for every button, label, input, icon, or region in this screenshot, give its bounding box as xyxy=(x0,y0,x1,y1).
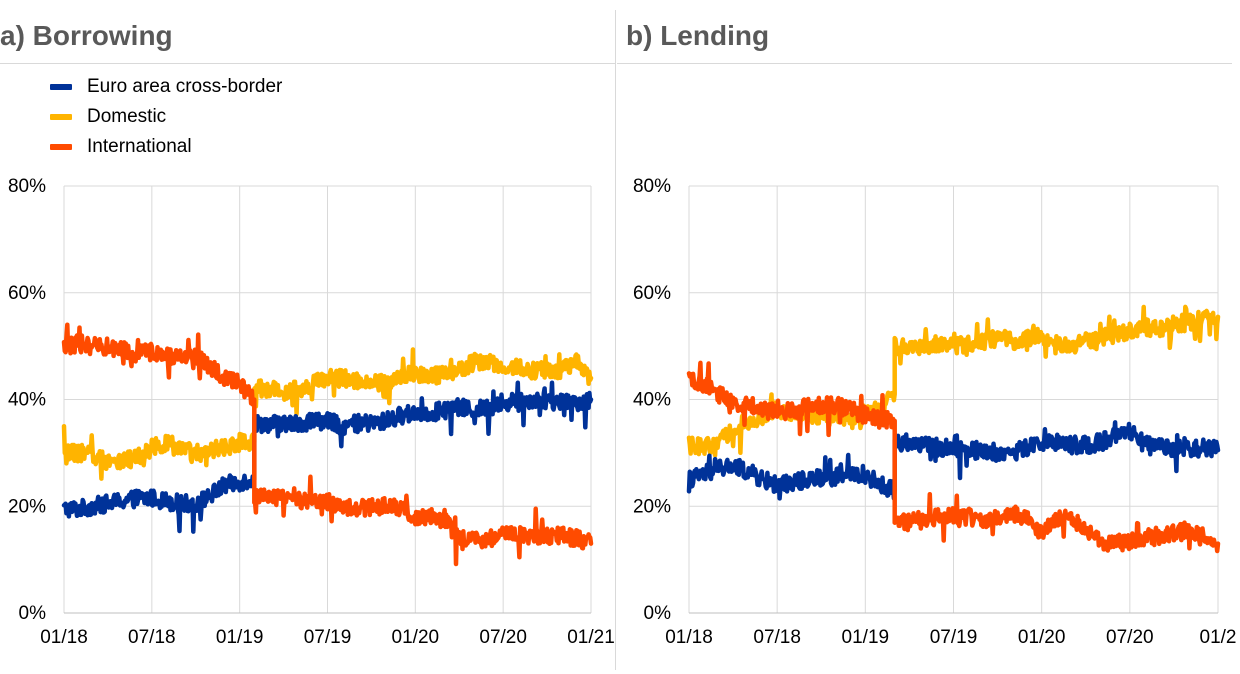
x-tick-label: 01/20 xyxy=(1018,627,1066,648)
x-tick-label: 07/18 xyxy=(128,627,176,648)
series-line-domestic xyxy=(61,347,594,481)
x-tick-label: 07/19 xyxy=(930,627,978,648)
legend-swatch-euro-area-cross-border xyxy=(50,84,72,90)
y-tick-label: 60% xyxy=(8,283,46,304)
x-tick-label: 01/19 xyxy=(216,627,264,648)
y-tick-label: 20% xyxy=(8,496,46,517)
y-tick-label: 40% xyxy=(8,390,46,411)
panel-title-lending: b) Lending xyxy=(626,20,770,51)
legend-item-domestic: Domestic xyxy=(50,102,282,132)
panel-divider xyxy=(615,10,616,670)
legend-swatch-international xyxy=(50,144,72,150)
title-rule-lending xyxy=(617,63,1232,64)
y-tick-label: 40% xyxy=(633,390,671,411)
series-line-euro-area-cross-border xyxy=(61,380,594,534)
legend-label-euro-area-cross-border: Euro area cross-border xyxy=(87,76,283,97)
title-rule-borrowing xyxy=(0,63,615,64)
x-tick-label: 01/18 xyxy=(665,627,713,648)
panel-title-borrowing: a) Borrowing xyxy=(0,20,173,51)
x-tick-label: 07/20 xyxy=(479,627,527,648)
series-line-international xyxy=(61,322,594,567)
x-tick-label: 01/20 xyxy=(392,627,440,648)
x-tick-label: 01/21 xyxy=(567,627,615,648)
x-tick-label: 07/20 xyxy=(1106,627,1154,648)
y-tick-label: 0% xyxy=(644,603,672,624)
chart-lending: 0% 20% 40% 60% 80% 01/18 07/18 01/19 07/19 01/20 0… xyxy=(633,176,1237,648)
x-tick-label: 01/19 xyxy=(842,627,890,648)
x-tick-label: 01/2 xyxy=(1200,627,1237,648)
legend: Euro area cross-border Domestic Internat… xyxy=(50,72,282,162)
y-tick-label: 60% xyxy=(633,283,671,304)
y-tick-label: 0% xyxy=(19,603,47,624)
series-line-euro-area-cross-border xyxy=(686,420,1221,501)
x-tick-label: 07/19 xyxy=(304,627,352,648)
chart-borrowing: 0% 20% 40% 60% 80% 01/18 07/18 01/19 07/19 01/20 0… xyxy=(8,176,615,648)
y-tick-label: 80% xyxy=(633,176,671,197)
legend-label-international: International xyxy=(87,136,192,157)
x-tick-label: 07/18 xyxy=(753,627,801,648)
series-line-international xyxy=(686,360,1221,554)
x-tick-label: 01/18 xyxy=(40,627,88,648)
legend-item-international: International xyxy=(50,132,282,162)
y-tick-label: 20% xyxy=(633,496,671,517)
legend-label-domestic: Domestic xyxy=(87,106,167,127)
legend-item-euro-area-cross-border: Euro area cross-border xyxy=(50,72,282,102)
y-tick-label: 80% xyxy=(8,176,46,197)
legend-swatch-domestic xyxy=(50,114,72,120)
